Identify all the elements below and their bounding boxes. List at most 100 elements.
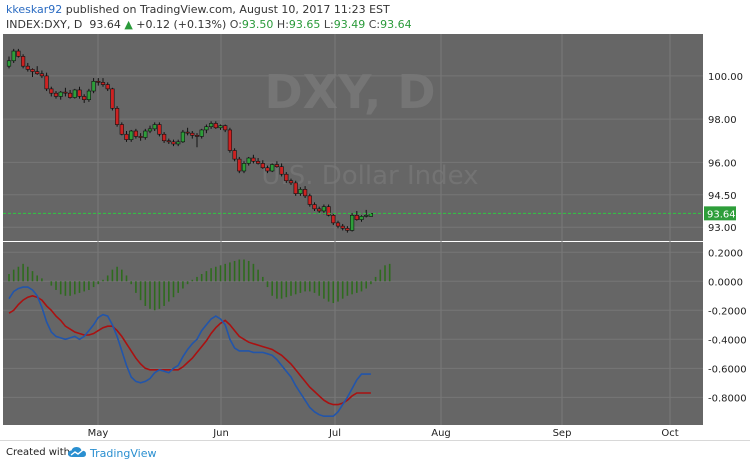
open-value: 93.50 (241, 18, 274, 31)
candle (260, 163, 265, 169)
x-tick-label: Jul (328, 428, 341, 439)
candle (331, 215, 336, 224)
author-link[interactable]: kkeskar92 (6, 3, 63, 16)
candle (274, 164, 280, 167)
candle (293, 182, 298, 194)
x-tick-label: May (88, 428, 109, 439)
last-price-badge (704, 206, 736, 221)
candle (72, 89, 77, 98)
x-tick-label: Jun (212, 428, 229, 439)
candle (115, 108, 120, 125)
candle (317, 208, 322, 212)
candle (11, 50, 16, 62)
close-label: C: (368, 18, 381, 31)
candle (359, 216, 364, 220)
candle (246, 157, 251, 164)
candle (77, 89, 82, 97)
candle (157, 124, 162, 135)
candle (39, 73, 44, 77)
symbol-label[interactable]: INDEX:DXY, D (6, 18, 83, 31)
chart-header: kkeskar92 published on TradingView.com, … (0, 0, 750, 36)
candle (133, 130, 139, 137)
close-value: 93.64 (380, 18, 412, 31)
signal-line (8, 294, 371, 406)
price-pane[interactable] (3, 34, 703, 241)
candle (284, 173, 289, 182)
candle (100, 82, 106, 85)
candle (237, 158, 242, 172)
publish-text: published on TradingView.com, August 10,… (65, 3, 390, 16)
candle (166, 140, 171, 143)
candle (364, 215, 369, 217)
candle (265, 167, 270, 172)
candle (82, 96, 87, 100)
candle (63, 91, 68, 94)
candle (307, 195, 312, 205)
candle (209, 123, 214, 127)
x-tick-label: Oct (661, 428, 678, 439)
candle (251, 157, 256, 162)
candle (321, 206, 327, 212)
candle (138, 136, 143, 138)
indicator-tick-label: -0.2000 (708, 306, 747, 317)
candle (326, 206, 331, 216)
candle (312, 204, 317, 210)
x-tick-label: Sep (553, 428, 572, 439)
candle (35, 71, 40, 75)
candle (194, 135, 200, 137)
candle (288, 180, 294, 184)
candle (30, 69, 35, 72)
candle (86, 90, 91, 100)
candle (199, 129, 204, 137)
candle (44, 75, 49, 90)
indicator-tick-label: -0.6000 (708, 364, 747, 375)
watermark-symbol: DXY, D (264, 65, 435, 119)
candle (180, 131, 186, 143)
candle (340, 225, 345, 229)
price-tick-label: 93.00 (708, 223, 737, 234)
low-value: 93.49 (333, 18, 366, 31)
candle (25, 65, 30, 70)
candle (354, 215, 359, 220)
price-tick-label: 100.00 (708, 72, 743, 83)
candle (6, 60, 12, 67)
candle (349, 215, 355, 231)
indicator-tick-label: 0.0000 (708, 277, 743, 288)
candle (171, 141, 176, 145)
candle (96, 81, 101, 83)
candle (335, 222, 341, 227)
candle (16, 50, 21, 57)
symbol-line: INDEX:DXY, D 93.64 ▲ +0.12 (+0.13%) O:93… (6, 18, 412, 31)
change-up-arrow-icon: ▲ (124, 18, 133, 31)
created-with-label: Created with (6, 447, 70, 458)
candle (190, 132, 195, 136)
candle (143, 130, 148, 138)
footer: Created with TradingView (0, 440, 750, 467)
candle (223, 125, 228, 131)
candle (91, 81, 96, 92)
candle (20, 56, 26, 67)
candle (110, 88, 115, 109)
indicator-tick-label: -0.8000 (708, 393, 747, 404)
last-price-label: 93.64 (707, 209, 736, 220)
candle (124, 133, 129, 140)
candle (302, 189, 308, 197)
candle (58, 91, 63, 97)
candle (176, 141, 181, 145)
high-value: 93.65 (288, 18, 321, 31)
candle (68, 92, 73, 98)
tradingview-brand-link[interactable]: TradingView (90, 447, 157, 460)
x-tick-label: Aug (431, 428, 451, 439)
indicator-tick-label: 0.2000 (708, 248, 743, 259)
price-tick-label: 94.50 (708, 191, 737, 202)
price-tick-label: 96.00 (708, 158, 737, 169)
indicator-tick-label: -0.4000 (708, 335, 747, 346)
last-price: 93.64 (89, 18, 121, 31)
tradingview-cloud-icon (68, 447, 86, 457)
open-label: O: (229, 18, 242, 31)
candle (279, 166, 284, 175)
candle (53, 92, 59, 97)
candle (232, 150, 237, 160)
candle (255, 160, 261, 164)
